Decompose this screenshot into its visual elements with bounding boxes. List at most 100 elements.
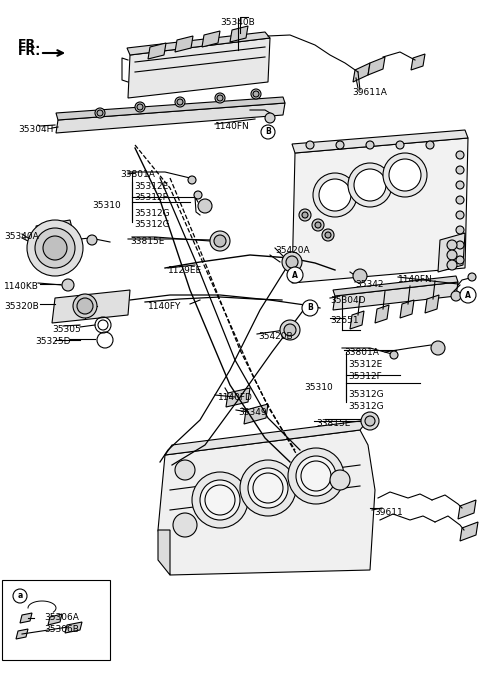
Circle shape: [62, 279, 74, 291]
Circle shape: [447, 240, 457, 250]
Circle shape: [348, 163, 392, 207]
Circle shape: [302, 212, 308, 218]
Circle shape: [137, 104, 143, 110]
Text: 35325D: 35325D: [35, 337, 71, 346]
Circle shape: [214, 235, 226, 247]
Circle shape: [456, 241, 464, 249]
Polygon shape: [202, 31, 220, 47]
Circle shape: [261, 125, 275, 139]
Circle shape: [456, 181, 464, 189]
Polygon shape: [292, 138, 468, 283]
Circle shape: [287, 267, 303, 283]
Circle shape: [288, 448, 344, 504]
Circle shape: [325, 232, 331, 238]
Text: 1140KB: 1140KB: [4, 282, 39, 291]
Polygon shape: [56, 97, 285, 120]
Polygon shape: [52, 290, 130, 323]
Polygon shape: [400, 300, 414, 318]
Text: 35340B: 35340B: [220, 18, 255, 27]
Circle shape: [198, 199, 212, 213]
Circle shape: [299, 209, 311, 221]
Circle shape: [361, 412, 379, 430]
Circle shape: [217, 95, 223, 101]
Polygon shape: [36, 220, 72, 235]
Circle shape: [468, 273, 476, 281]
Circle shape: [431, 341, 445, 355]
Circle shape: [447, 250, 457, 260]
Text: 35312G: 35312G: [348, 402, 384, 411]
Circle shape: [396, 141, 404, 149]
Circle shape: [456, 166, 464, 174]
Circle shape: [175, 97, 185, 107]
Text: A: A: [465, 291, 471, 300]
Text: 35310: 35310: [304, 383, 333, 392]
Circle shape: [35, 228, 75, 268]
Text: 35320B: 35320B: [4, 302, 39, 311]
Circle shape: [336, 141, 344, 149]
Polygon shape: [48, 614, 62, 625]
Text: 35304H: 35304H: [18, 125, 53, 134]
Circle shape: [240, 460, 296, 516]
Circle shape: [456, 256, 464, 264]
Circle shape: [447, 260, 457, 270]
Circle shape: [73, 294, 97, 318]
Text: 35342: 35342: [355, 280, 384, 289]
Text: 35310: 35310: [92, 201, 121, 210]
Polygon shape: [425, 295, 439, 313]
Text: 35420A: 35420A: [275, 246, 310, 255]
Text: 35349: 35349: [238, 408, 266, 417]
Polygon shape: [333, 282, 458, 310]
Text: 1140FN: 1140FN: [398, 275, 433, 284]
Circle shape: [188, 176, 196, 184]
Text: 35312G: 35312G: [134, 209, 169, 218]
Polygon shape: [158, 430, 375, 575]
Polygon shape: [165, 420, 368, 455]
Text: 35312G: 35312G: [134, 220, 169, 229]
Circle shape: [383, 153, 427, 197]
Circle shape: [322, 229, 334, 241]
Circle shape: [460, 287, 476, 303]
Polygon shape: [65, 622, 82, 633]
Polygon shape: [375, 305, 389, 323]
Circle shape: [27, 220, 83, 276]
Text: 1129EE: 1129EE: [168, 266, 202, 275]
Circle shape: [456, 151, 464, 159]
Circle shape: [456, 226, 464, 234]
Text: 35305: 35305: [52, 325, 81, 334]
Circle shape: [251, 89, 261, 99]
Polygon shape: [128, 38, 270, 98]
Text: a: a: [17, 592, 23, 601]
Text: 33801A: 33801A: [344, 348, 379, 357]
Circle shape: [173, 513, 197, 537]
Circle shape: [192, 472, 248, 528]
Text: 1140FD: 1140FD: [218, 393, 253, 402]
Circle shape: [390, 351, 398, 359]
Circle shape: [426, 141, 434, 149]
Circle shape: [200, 480, 240, 520]
Polygon shape: [353, 63, 370, 82]
Circle shape: [253, 91, 259, 97]
Circle shape: [389, 159, 421, 191]
Text: 33815E: 33815E: [130, 237, 164, 246]
Polygon shape: [458, 500, 476, 519]
Circle shape: [248, 468, 288, 508]
Polygon shape: [56, 103, 285, 133]
Circle shape: [319, 179, 351, 211]
Text: A: A: [292, 270, 298, 279]
Circle shape: [265, 113, 275, 123]
Polygon shape: [292, 130, 468, 153]
Circle shape: [456, 196, 464, 204]
Text: 33801A: 33801A: [120, 170, 155, 179]
Circle shape: [210, 231, 230, 251]
Polygon shape: [127, 32, 270, 55]
Polygon shape: [230, 26, 248, 42]
Circle shape: [175, 460, 195, 480]
Text: B: B: [307, 304, 313, 313]
Circle shape: [353, 269, 367, 283]
Text: 39611A: 39611A: [352, 88, 387, 97]
Polygon shape: [350, 311, 364, 329]
Circle shape: [315, 222, 321, 228]
Polygon shape: [438, 233, 465, 272]
Circle shape: [77, 298, 93, 314]
Polygon shape: [148, 43, 166, 59]
